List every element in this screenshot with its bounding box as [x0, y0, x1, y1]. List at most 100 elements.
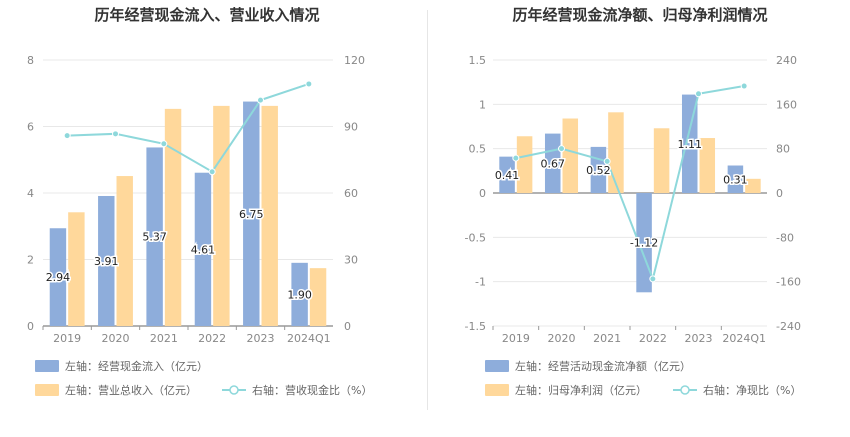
bar-data-label: 5.37 — [142, 231, 167, 244]
left-axis-tick-label: 8 — [27, 54, 34, 67]
legend-swatch-marker — [680, 385, 690, 395]
left-axis-tick-label: -0.5 — [465, 231, 486, 244]
line-series — [67, 82, 310, 174]
right-axis-tick-label: 0 — [344, 320, 351, 333]
bar-data-label: 1.90 — [287, 288, 312, 301]
legend-swatch[interactable] — [485, 360, 509, 372]
bar-data-label: 4.61 — [191, 243, 216, 256]
x-axis-tick-label: 2020 — [548, 332, 576, 345]
bar-series-2 — [164, 108, 182, 326]
legend-swatch[interactable] — [485, 384, 509, 396]
bar-series-2 — [516, 136, 533, 193]
legend-label[interactable]: 右轴：营收现金比（%） — [252, 383, 372, 397]
bar-series-1 — [681, 94, 698, 193]
legend-swatch[interactable] — [35, 384, 59, 396]
x-axis-tick-label: 2021 — [150, 332, 178, 345]
line-point — [649, 275, 657, 283]
left-axis-tick-label: 6 — [27, 121, 34, 134]
line-point — [305, 80, 313, 88]
x-axis-tick-label: 2024Q1 — [287, 332, 331, 345]
bar-data-label: 0.31 — [723, 173, 748, 186]
bar-series-2 — [745, 178, 761, 193]
bar-series-2 — [653, 128, 670, 193]
x-axis-tick-label: 2021 — [593, 332, 621, 345]
bar-series-1 — [98, 195, 115, 326]
bar-data-label: 3.91 — [94, 255, 119, 268]
left-axis-tick-label: 1 — [479, 98, 486, 111]
legend-label[interactable]: 左轴：经营活动现金流净额（亿元） — [515, 359, 691, 373]
bar-data-label: 0.41 — [495, 169, 520, 182]
right-axis-tick-label: 0 — [776, 187, 783, 200]
x-axis-tick-label: 2019 — [53, 332, 81, 345]
bar-series-2 — [608, 112, 624, 193]
bar-series-2 — [68, 212, 85, 326]
bar-series-1 — [194, 172, 212, 326]
legend-label[interactable]: 右轴：净现比（%） — [703, 383, 801, 397]
line-point — [695, 90, 702, 98]
bar-series-2 — [562, 118, 579, 193]
bar-data-label: 2.94 — [46, 271, 71, 284]
right-axis-tick-label: 30 — [344, 254, 358, 267]
bar-series-1 — [544, 133, 561, 193]
legend-swatch[interactable] — [35, 360, 59, 372]
bar-series-2 — [116, 176, 133, 326]
right-axis-tick-label: -80 — [776, 231, 794, 244]
chart-panel-1: 历年经营现金流入、营业收入情况 0 2 4 6 8 0 30 60 90 120 2019 2020 20… — [27, 6, 372, 397]
panel-divider — [427, 10, 428, 410]
bar-data-label: 0.52 — [586, 164, 611, 177]
bar-series-1 — [727, 165, 744, 193]
left-axis-tick-label: -1.5 — [465, 320, 486, 333]
x-axis-tick-label: 2020 — [102, 332, 130, 345]
right-axis-tick-label: -240 — [776, 320, 801, 333]
line-series — [515, 85, 745, 283]
chart-panel-2: 历年经营现金流净额、归母净利润情况 -1.5 -1 -0.5 0 0.5 1 1.5 -240 -… — [465, 6, 802, 397]
line-point — [63, 132, 71, 140]
right-axis-tick-label: 90 — [344, 121, 358, 134]
line-point — [208, 168, 216, 176]
left-axis-tick-label: 0.5 — [469, 143, 487, 156]
line-point — [512, 154, 520, 162]
line-point — [740, 82, 748, 90]
left-axis-tick-label: 4 — [27, 187, 34, 200]
right-axis-tick-label: -160 — [776, 276, 801, 289]
legend-label[interactable]: 左轴：营业总收入（亿元） — [65, 383, 197, 397]
bar-series-1 — [146, 147, 163, 326]
right-axis-tick-label: 60 — [344, 187, 358, 200]
right-axis-tick-label: 240 — [776, 54, 797, 67]
line-point — [112, 130, 119, 138]
line-point — [603, 157, 611, 165]
chart-title: 历年经营现金流入、营业收入情况 — [94, 6, 319, 24]
x-axis-tick-label: 2023 — [247, 332, 275, 345]
bar-series-1 — [499, 156, 515, 193]
legend-swatch-marker — [229, 385, 239, 395]
x-axis-tick-label: 2019 — [502, 332, 530, 345]
x-axis-tick-label: 2022 — [639, 332, 667, 345]
x-axis-tick-label: 2024Q1 — [722, 332, 766, 345]
left-axis-tick-label: 0 — [27, 320, 34, 333]
legend-label[interactable]: 左轴：经营现金流入（亿元） — [65, 359, 208, 373]
bar-series-2 — [261, 105, 278, 326]
bar-series-1 — [291, 262, 308, 326]
legend-label[interactable]: 左轴：归母净利润（亿元） — [515, 383, 647, 397]
left-axis-tick-label: -1 — [475, 276, 486, 289]
left-axis-tick-label: 0 — [479, 187, 486, 200]
bar-data-label: 6.75 — [239, 208, 264, 221]
bar-series-1 — [49, 228, 67, 326]
bar-data-label: -1.12 — [630, 237, 658, 250]
right-axis-tick-label: 160 — [776, 98, 797, 111]
line-point — [558, 145, 565, 153]
x-axis-tick-label: 2022 — [198, 332, 226, 345]
bar-data-label: 0.67 — [540, 157, 565, 170]
bar-series-2 — [309, 268, 327, 326]
chart-title: 历年经营现金流净额、归母净利润情况 — [512, 6, 767, 24]
line-point — [257, 96, 264, 104]
bar-series-1 — [243, 101, 260, 326]
x-axis-tick-label: 2023 — [685, 332, 713, 345]
left-axis-tick-label: 2 — [27, 254, 34, 267]
right-axis-tick-label: 120 — [344, 54, 365, 67]
left-axis-tick-label: 1.5 — [469, 54, 487, 67]
line-point — [160, 140, 168, 148]
bar-data-label: 1.11 — [677, 138, 702, 151]
